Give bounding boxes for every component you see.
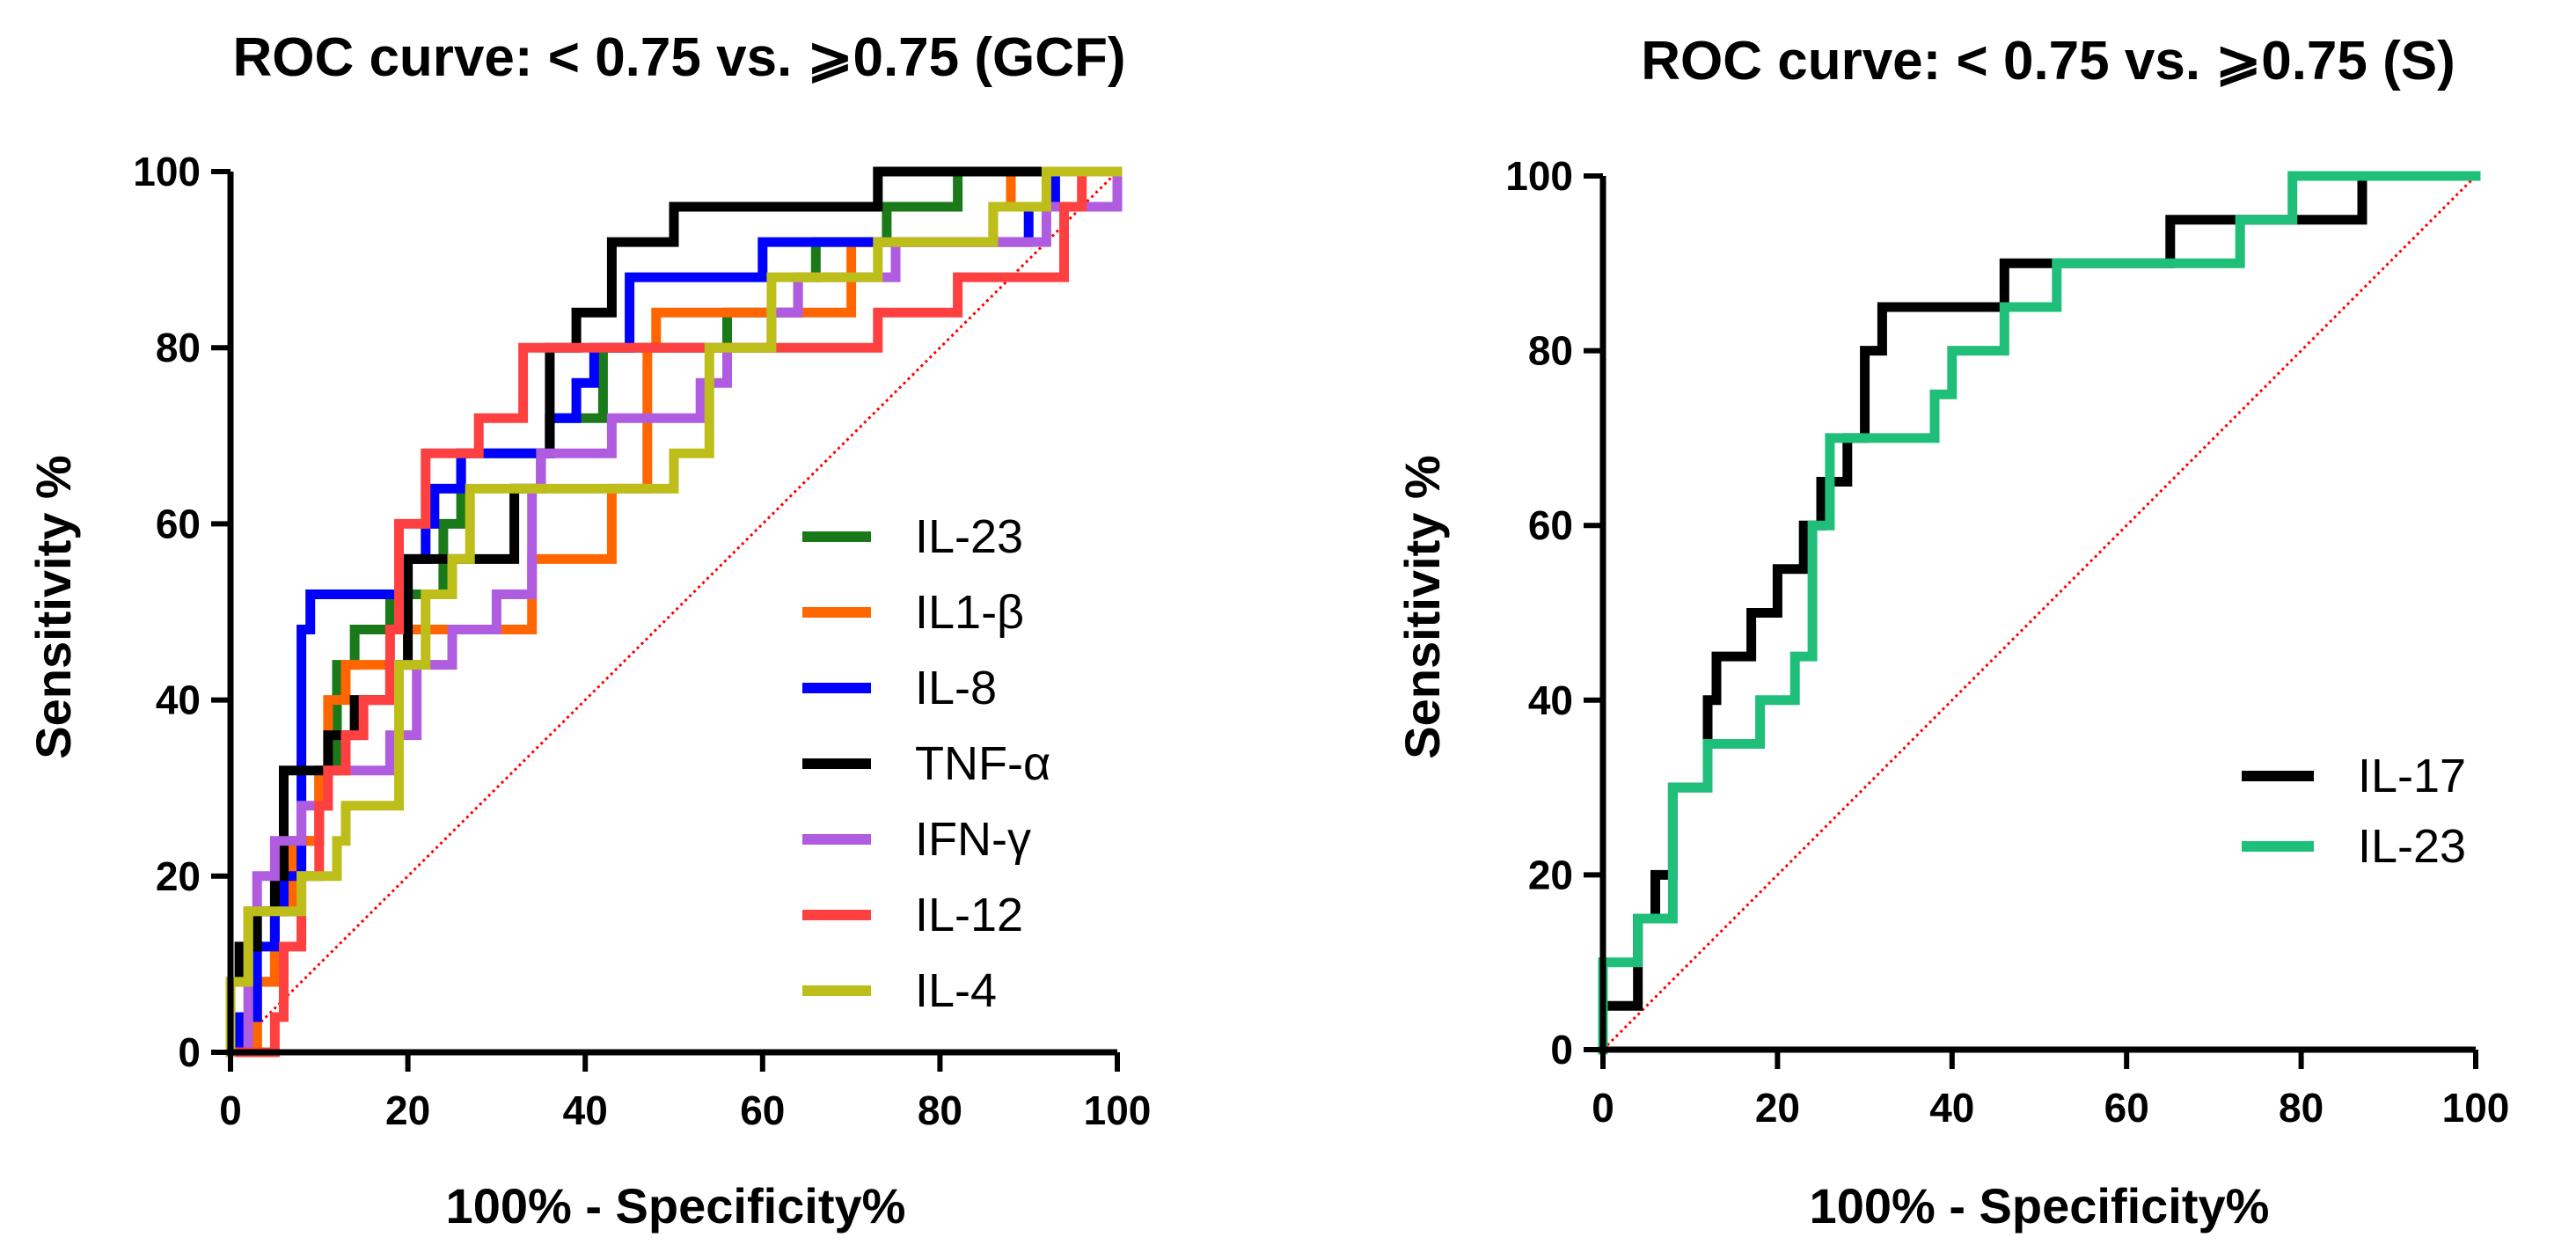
- y-tick-label: 80: [156, 325, 201, 370]
- legend-label-il-8: IL-8: [915, 662, 997, 714]
- roc-chart-gcf: ROC curve: < 0.75 vs. ⩾0.75 (GCF) Sensit…: [26, 27, 1151, 1234]
- x-tick-label: 80: [2279, 1085, 2324, 1131]
- x-axis-title: 100% - Specificity%: [1810, 1178, 2270, 1234]
- y-tick-label: 40: [1528, 677, 1573, 723]
- x-tick-label: 100: [1084, 1087, 1152, 1133]
- x-tick-label: 20: [385, 1087, 430, 1133]
- y-tick-label: 0: [1550, 1027, 1573, 1073]
- y-tick-label: 100: [133, 149, 201, 194]
- series-line-il-4: [225, 166, 1123, 1058]
- x-tick-label: 0: [1592, 1085, 1614, 1131]
- y-tick-label: 0: [178, 1029, 201, 1075]
- reference-diagonal-line: [1601, 174, 2477, 1051]
- y-tick-label: 20: [1528, 852, 1573, 897]
- x-tick-label: 60: [740, 1087, 785, 1133]
- y-tick-label: 20: [156, 853, 201, 899]
- chart-title: ROC curve: < 0.75 vs. ⩾0.75 (GCF): [232, 27, 1125, 88]
- y-tick-label: 100: [1505, 153, 1573, 199]
- series-line-ifn-: [225, 166, 1123, 1058]
- legend-label-il-17: IL-17: [2358, 750, 2466, 802]
- x-tick-label: 20: [1755, 1085, 1800, 1131]
- x-tick-label: 40: [1929, 1085, 1974, 1131]
- plot-area: 0 20 40 60 80 100 0 20 40 60 80 100: [133, 149, 1151, 1133]
- y-tick-label: 60: [156, 501, 201, 546]
- y-tick-label: 40: [156, 677, 201, 723]
- x-tick-label: 0: [219, 1087, 242, 1133]
- x-axis-title: 100% - Specificity%: [446, 1178, 906, 1234]
- series-line-il-23: [1598, 171, 2481, 1055]
- roc-chart-s: ROC curve: < 0.75 vs. ⩾0.75 (S) Sensitiv…: [1394, 31, 2509, 1234]
- legend-label-il-23: IL-23: [915, 510, 1023, 563]
- legend-label-tnf-: TNF-α: [915, 737, 1050, 790]
- y-tick-label: 60: [1528, 502, 1573, 548]
- legend: IL-17 IL-23: [2242, 750, 2466, 873]
- chart-title: ROC curve: < 0.75 vs. ⩾0.75 (S): [1641, 31, 2455, 92]
- legend-label-ifn-: IFN-γ: [915, 813, 1031, 866]
- y-axis-title: Sensitivity %: [1394, 455, 1450, 758]
- legend-label-il-23: IL-23: [2358, 820, 2466, 873]
- x-tick-label: 40: [563, 1087, 608, 1133]
- legend-label-il-12: IL-12: [915, 889, 1023, 941]
- x-tick-label: 100: [2442, 1085, 2510, 1131]
- plot-area: 0 20 40 60 80 100 0 20 40 60 80 100: [1505, 153, 2509, 1131]
- y-axis-title: Sensitivity %: [26, 455, 81, 758]
- reference-diagonal-line: [229, 170, 1119, 1054]
- legend: IL-23 IL1-β IL-8 TNF-α IFN-γ IL-12 IL-4: [802, 510, 1050, 1017]
- series-line-il-17: [1598, 171, 2481, 1055]
- x-tick-label: 80: [918, 1087, 962, 1133]
- y-tick-label: 80: [1528, 328, 1573, 374]
- legend-label-il1-: IL1-β: [915, 586, 1024, 639]
- x-tick-label: 60: [2104, 1085, 2149, 1131]
- legend-label-il-4: IL-4: [915, 964, 997, 1017]
- series-line-il-8: [225, 166, 1123, 1058]
